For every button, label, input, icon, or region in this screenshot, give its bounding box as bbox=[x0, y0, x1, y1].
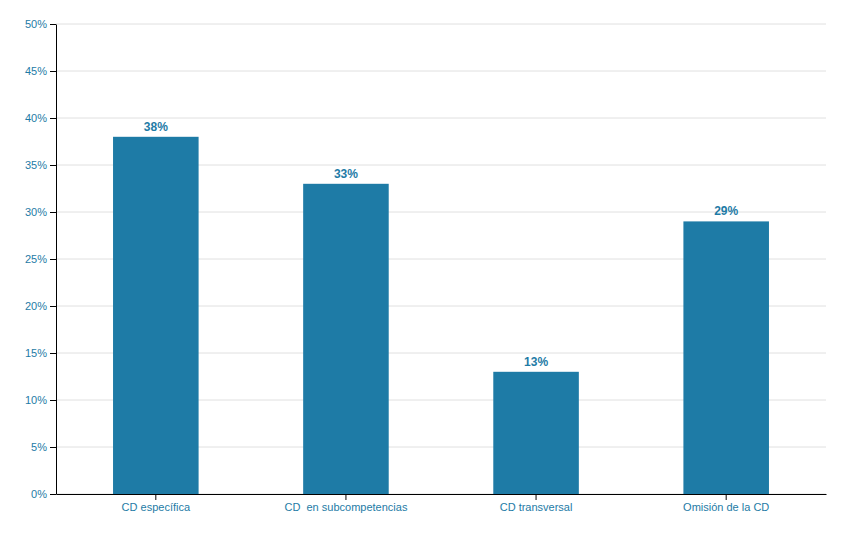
y-tick-label: 10% bbox=[25, 394, 47, 406]
y-tick-label: 50% bbox=[25, 18, 47, 30]
y-tick-mark bbox=[50, 447, 56, 448]
bars bbox=[113, 137, 769, 494]
y-axis-line bbox=[56, 25, 57, 495]
y-tick: 40% bbox=[25, 112, 56, 124]
x-tick-mark bbox=[345, 494, 346, 500]
y-tick: 45% bbox=[25, 65, 56, 77]
y-tick-mark bbox=[50, 118, 56, 119]
y-tick-mark bbox=[50, 494, 56, 495]
y-tick-label: 15% bbox=[25, 347, 47, 359]
y-tick-label: 0% bbox=[31, 488, 47, 500]
y-tick-label: 40% bbox=[25, 112, 47, 124]
y-tick-label: 20% bbox=[25, 300, 47, 312]
bar bbox=[303, 184, 389, 494]
y-tick-mark bbox=[50, 212, 56, 213]
plot: 0% 5% 10% 15% 20% 25% 30% 35% 40% 45% 50% CD especí… bbox=[25, 18, 827, 513]
x-tick: CD transversal bbox=[500, 494, 573, 513]
y-tick-label: 35% bbox=[25, 159, 47, 171]
x-tick-label: CD transversal bbox=[500, 501, 573, 513]
y-tick: 50% bbox=[25, 18, 56, 30]
bar bbox=[683, 221, 769, 494]
grid-line bbox=[56, 118, 826, 119]
y-tick-label: 30% bbox=[25, 206, 47, 218]
y-tick: 15% bbox=[25, 347, 56, 359]
data-label: 13% bbox=[524, 355, 548, 369]
y-tick-label: 45% bbox=[25, 65, 47, 77]
y-tick-mark bbox=[50, 400, 56, 401]
x-tick: Omisión de la CD bbox=[683, 494, 769, 513]
y-tick: 10% bbox=[25, 394, 56, 406]
x-axis-line bbox=[57, 494, 827, 495]
y-tick: 0% bbox=[31, 488, 56, 500]
x-tick: CD específica bbox=[122, 494, 191, 513]
y-axis: 0% 5% 10% 15% 20% 25% 30% 35% 40% 45% 50% bbox=[25, 18, 57, 500]
x-tick-mark bbox=[155, 494, 156, 500]
grid-line bbox=[56, 24, 826, 25]
y-tick: 5% bbox=[31, 441, 56, 453]
x-tick-mark bbox=[726, 494, 727, 500]
y-tick: 35% bbox=[25, 159, 56, 171]
y-tick-label: 5% bbox=[31, 441, 47, 453]
y-tick-mark bbox=[50, 165, 56, 166]
data-label: 38% bbox=[144, 120, 168, 134]
y-tick-mark bbox=[50, 259, 56, 260]
data-label: 33% bbox=[334, 167, 358, 181]
y-tick-mark bbox=[50, 306, 56, 307]
x-tick-label: CD en subcompetencias bbox=[284, 501, 407, 513]
grid-line bbox=[56, 71, 826, 72]
y-tick-mark bbox=[50, 71, 56, 72]
bar bbox=[113, 137, 199, 494]
data-labels: 38% 33% 13% 29% bbox=[144, 120, 739, 369]
y-tick: 20% bbox=[25, 300, 56, 312]
x-axis: CD específica CD en subcompetencias CD tra… bbox=[57, 494, 827, 513]
y-tick-mark bbox=[50, 24, 56, 25]
y-tick: 25% bbox=[25, 253, 56, 265]
x-tick: CD en subcompetencias bbox=[284, 494, 407, 513]
x-tick-label: CD específica bbox=[122, 501, 191, 513]
y-tick-mark bbox=[50, 353, 56, 354]
x-tick-label: Omisión de la CD bbox=[683, 501, 769, 513]
y-tick: 30% bbox=[25, 206, 56, 218]
data-label: 29% bbox=[714, 204, 738, 218]
x-tick-mark bbox=[536, 494, 537, 500]
grid bbox=[56, 24, 826, 494]
bar bbox=[493, 372, 579, 494]
y-tick-label: 25% bbox=[25, 253, 47, 265]
chart: 0% 5% 10% 15% 20% 25% 30% 35% 40% 45% 50% CD especí… bbox=[0, 0, 850, 538]
